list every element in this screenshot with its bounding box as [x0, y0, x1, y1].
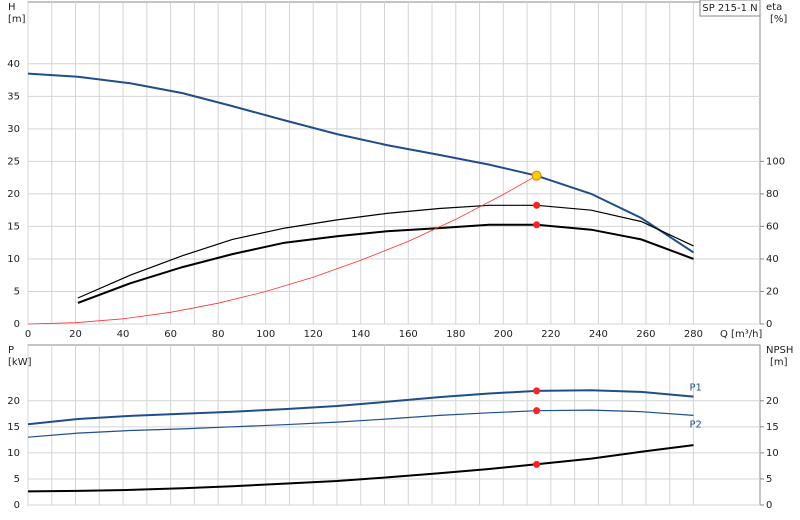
operating-point [533, 201, 541, 209]
operating-point [533, 407, 541, 415]
x-tick-label: 240 [589, 329, 608, 340]
y-tick-label: 30 [7, 124, 20, 135]
operating-point [533, 221, 541, 229]
y2-axis-label: eta [766, 2, 782, 13]
y2-tick-label: 80 [766, 189, 779, 200]
series-label: P2 [689, 419, 701, 430]
y2-axis-unit: [m] [770, 357, 788, 368]
x-tick-label: 60 [164, 329, 177, 340]
y2-axis-label: NPSH [766, 345, 793, 356]
series-line [27, 444, 694, 493]
x-tick-label: 220 [541, 329, 560, 340]
x-tick-label: 100 [256, 329, 275, 340]
plot-frame [27, 1, 761, 325]
series-line [27, 389, 694, 426]
y-tick-label: 25 [7, 156, 20, 167]
y2-tick-label: 10 [766, 448, 779, 459]
y-tick-label: 40 [7, 59, 20, 70]
y-tick-label: 20 [7, 189, 20, 200]
y-tick-label: 15 [7, 221, 20, 232]
series-line [27, 409, 694, 438]
y2-tick-label: 60 [766, 221, 779, 232]
series-label: P1 [689, 383, 701, 394]
y2-tick-label: 0 [766, 500, 772, 511]
y-axis-unit: [m] [8, 14, 26, 25]
y-tick-label: 10 [7, 448, 20, 459]
y-tick-label: 0 [14, 500, 20, 511]
x-tick-label: 140 [351, 329, 370, 340]
y2-axis-unit: [%] [770, 14, 787, 25]
y2-tick-label: 100 [766, 156, 785, 167]
y-tick-label: 15 [7, 422, 20, 433]
operating-point [533, 387, 541, 395]
y-tick-label: 20 [7, 396, 20, 407]
x-tick-label: 200 [494, 329, 513, 340]
y2-tick-label: 5 [766, 474, 772, 485]
y-tick-label: 5 [14, 286, 20, 297]
x-tick-label: 0 [25, 329, 31, 340]
y2-tick-label: 20 [766, 396, 779, 407]
y-axis-label: P [8, 345, 14, 356]
y-tick-label: 0 [14, 319, 20, 330]
y2-tick-label: 40 [766, 254, 779, 265]
y-tick-label: 10 [7, 254, 20, 265]
x-tick-label: 80 [212, 329, 225, 340]
series-line [77, 223, 694, 304]
x-tick-label: 260 [636, 329, 655, 340]
plot-frame [27, 344, 761, 506]
y-tick-label: 35 [7, 91, 20, 102]
y-axis-unit: [kW] [8, 357, 32, 368]
series-line [27, 72, 695, 254]
y2-tick-label: 0 [766, 319, 772, 330]
series-line [27, 175, 537, 325]
operating-point [533, 460, 541, 468]
x-tick-label: 180 [446, 329, 465, 340]
x-tick-label: 20 [69, 329, 82, 340]
chart-title: SP 215-1 N [702, 3, 757, 14]
x-tick-label: 40 [117, 329, 130, 340]
y2-tick-label: 20 [766, 286, 779, 297]
y-tick-label: 5 [14, 474, 20, 485]
series-line [77, 204, 694, 299]
title-box [699, 0, 761, 17]
x-tick-label: 160 [399, 329, 418, 340]
x-tick-label: 280 [684, 329, 703, 340]
operating-point [531, 170, 542, 181]
x-axis-label: Q [m³/h] [720, 329, 762, 340]
y-axis-label: H [8, 2, 16, 13]
y2-tick-label: 15 [766, 422, 779, 433]
x-tick-label: 120 [304, 329, 323, 340]
